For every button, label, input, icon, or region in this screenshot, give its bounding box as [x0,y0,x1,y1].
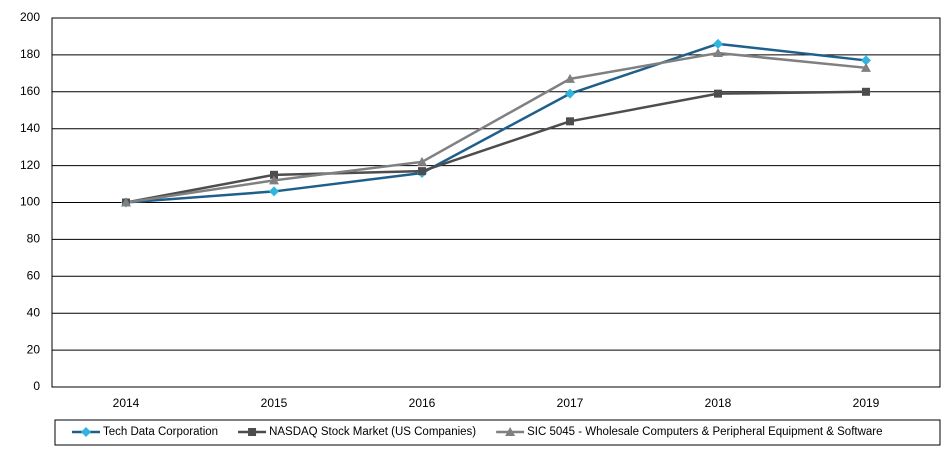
y-tick-label: 180 [20,47,40,61]
y-tick-label: 80 [27,232,41,246]
x-tick-label: 2017 [557,396,584,410]
marker [566,117,574,126]
y-tick-label: 200 [20,10,40,24]
y-tick-label: 20 [27,342,41,356]
marker [121,197,131,207]
series-line [125,51,867,204]
series-line [125,42,867,204]
marker [714,89,722,98]
legend: Tech Data Corporation NASDAQ Stock Market… [72,426,883,438]
marker [417,156,427,166]
y-tick-label: 160 [20,84,40,98]
y-tick-label: 0 [33,379,40,393]
y-tick-label: 140 [20,121,40,135]
marker [713,38,723,49]
marker [861,62,871,72]
y-tick-label: 60 [27,268,41,282]
marker [505,427,516,436]
legend-label: Tech Data Corporation [103,426,218,438]
x-tick-label: 2016 [409,396,436,410]
x-tick-label: 2018 [705,396,732,410]
marker [248,428,257,436]
series-line [125,90,867,204]
legend-label: SIC 5045 - Wholesale Computers & Periphe… [527,426,882,438]
plot-border [51,17,941,388]
y-tick-label: 100 [20,195,40,209]
y-tick-label: 120 [20,158,40,172]
marker [565,73,575,83]
legend-label: NASDAQ Stock Market (US Companies) [269,426,476,438]
x-tick-label: 2015 [261,396,288,410]
marker [269,175,279,185]
marker [269,186,279,197]
marker [862,87,870,96]
x-tick-label: 2019 [853,396,880,410]
x-tick-label: 2014 [113,396,140,410]
marker [861,55,871,66]
y-tick-label: 40 [27,305,41,319]
marker [270,170,278,179]
marker [81,427,91,437]
marker [565,88,575,99]
marker [418,167,426,176]
marker [713,48,723,58]
